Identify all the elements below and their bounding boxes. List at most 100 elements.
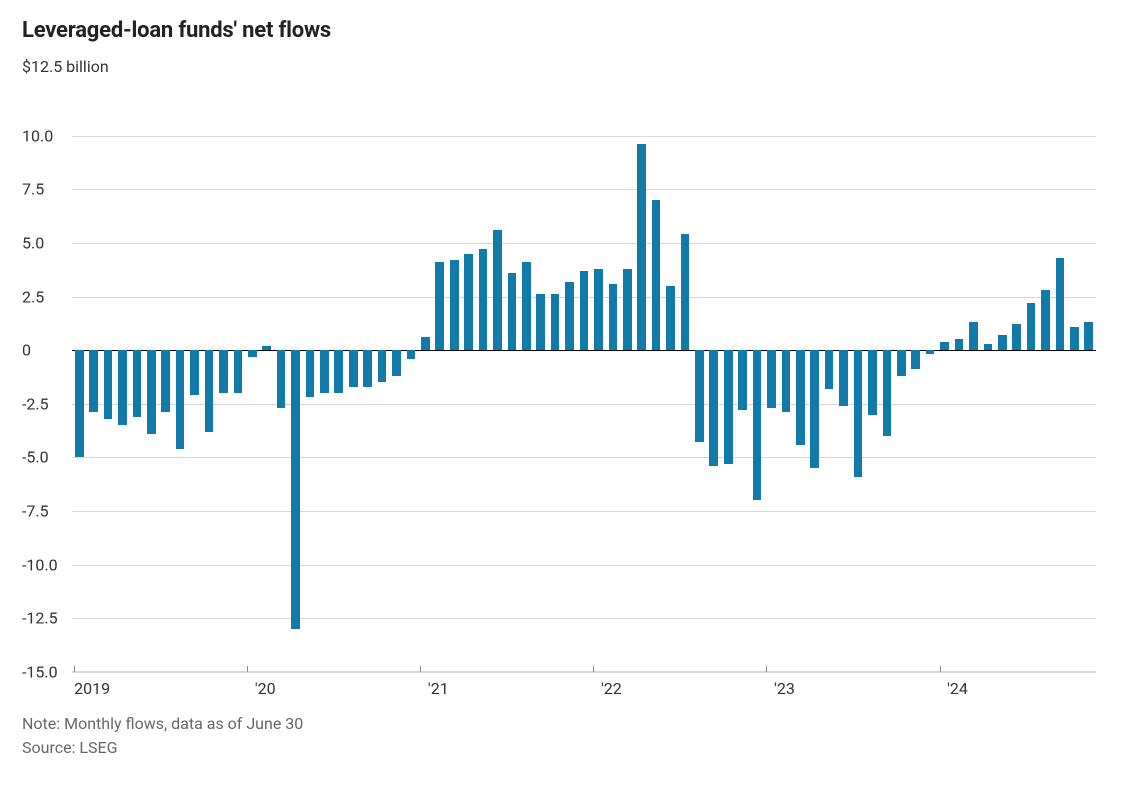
bar bbox=[652, 200, 661, 350]
bar bbox=[883, 350, 892, 436]
y-tick-label: -7.5 bbox=[22, 502, 66, 521]
y-tick-label: -10.0 bbox=[22, 555, 66, 574]
bar bbox=[796, 350, 805, 444]
x-tick bbox=[420, 666, 421, 672]
bar bbox=[1012, 324, 1021, 350]
gridline bbox=[72, 618, 1096, 619]
bar bbox=[854, 350, 863, 477]
x-tick bbox=[74, 666, 75, 672]
bar bbox=[940, 342, 949, 351]
bar bbox=[695, 350, 704, 442]
y-tick-label: 5.0 bbox=[22, 233, 66, 252]
bar bbox=[493, 230, 502, 350]
bar bbox=[234, 350, 243, 393]
bar bbox=[897, 350, 906, 376]
x-axis-line bbox=[72, 671, 1096, 672]
bar bbox=[868, 350, 877, 414]
bar bbox=[810, 350, 819, 468]
bar bbox=[161, 350, 170, 412]
bar bbox=[147, 350, 156, 434]
bar bbox=[637, 144, 646, 350]
bar bbox=[118, 350, 127, 425]
footer-note: Note: Monthly flows, data as of June 30 bbox=[22, 712, 1106, 736]
bar bbox=[753, 350, 762, 500]
bar bbox=[536, 294, 545, 350]
bar bbox=[262, 346, 271, 350]
bar bbox=[1041, 290, 1050, 350]
bar bbox=[176, 350, 185, 449]
bar bbox=[1056, 258, 1065, 350]
bar bbox=[248, 350, 257, 356]
x-tick-label: '20 bbox=[255, 679, 276, 698]
gridline bbox=[72, 457, 1096, 458]
bar bbox=[205, 350, 214, 432]
bar bbox=[724, 350, 733, 464]
y-tick-label: 7.5 bbox=[22, 180, 66, 199]
bar bbox=[955, 339, 964, 350]
y-tick-label: 0 bbox=[22, 341, 66, 360]
bar bbox=[1084, 322, 1093, 350]
bar bbox=[435, 262, 444, 350]
bar bbox=[407, 350, 416, 359]
x-tick-label: '22 bbox=[601, 679, 622, 698]
chart-footer: Note: Monthly flows, data as of June 30 … bbox=[22, 712, 1106, 760]
x-tick bbox=[593, 666, 594, 672]
bar bbox=[522, 262, 531, 350]
bar bbox=[392, 350, 401, 376]
bar bbox=[508, 273, 517, 350]
bar bbox=[190, 350, 199, 395]
x-tick-label: '23 bbox=[774, 679, 795, 698]
y-tick-label: 2.5 bbox=[22, 287, 66, 306]
bar bbox=[782, 350, 791, 412]
bar bbox=[911, 350, 920, 369]
bar bbox=[363, 350, 372, 386]
bar bbox=[767, 350, 776, 408]
x-tick bbox=[247, 666, 248, 672]
bar bbox=[839, 350, 848, 406]
gridline bbox=[72, 189, 1096, 190]
x-tick bbox=[766, 666, 767, 672]
bar bbox=[277, 350, 286, 408]
gridline bbox=[72, 243, 1096, 244]
bar bbox=[334, 350, 343, 393]
bar bbox=[1027, 303, 1036, 350]
bar bbox=[984, 344, 993, 350]
y-tick-label: -2.5 bbox=[22, 394, 66, 413]
y-tick-label: -12.5 bbox=[22, 609, 66, 628]
bar bbox=[666, 286, 675, 350]
bar bbox=[421, 337, 430, 350]
y-tick-label: -15.0 bbox=[22, 663, 66, 682]
bar bbox=[681, 234, 690, 350]
bar bbox=[623, 269, 632, 351]
y-axis-unit-label: $12.5 billion bbox=[22, 57, 1106, 76]
chart-title: Leveraged-loan funds' net flows bbox=[22, 18, 1106, 43]
gridline bbox=[72, 672, 1096, 673]
plot-region bbox=[72, 82, 1096, 672]
y-tick-label: -5.0 bbox=[22, 448, 66, 467]
gridline bbox=[72, 565, 1096, 566]
bar bbox=[1070, 327, 1079, 351]
bar bbox=[580, 271, 589, 350]
bar bbox=[464, 254, 473, 351]
bar bbox=[306, 350, 315, 397]
x-tick bbox=[940, 666, 941, 672]
bar bbox=[450, 260, 459, 350]
bar bbox=[969, 322, 978, 350]
bar bbox=[75, 350, 84, 457]
bar bbox=[709, 350, 718, 466]
bar bbox=[104, 350, 113, 419]
bar bbox=[349, 350, 358, 386]
bar bbox=[594, 269, 603, 351]
bar bbox=[219, 350, 228, 393]
bar bbox=[609, 284, 618, 351]
bar bbox=[738, 350, 747, 410]
bar bbox=[378, 350, 387, 382]
bar bbox=[320, 350, 329, 393]
gridline bbox=[72, 136, 1096, 137]
x-tick-label: 2019 bbox=[74, 679, 110, 698]
bar bbox=[291, 350, 300, 629]
footer-source: Source: LSEG bbox=[22, 736, 1106, 760]
chart-area: 10.07.55.02.50-2.5-5.0-7.5-10.0-12.5-15.… bbox=[22, 82, 1106, 702]
bar bbox=[825, 350, 834, 389]
chart-container: Leveraged-loan funds' net flows $12.5 bi… bbox=[0, 0, 1128, 812]
